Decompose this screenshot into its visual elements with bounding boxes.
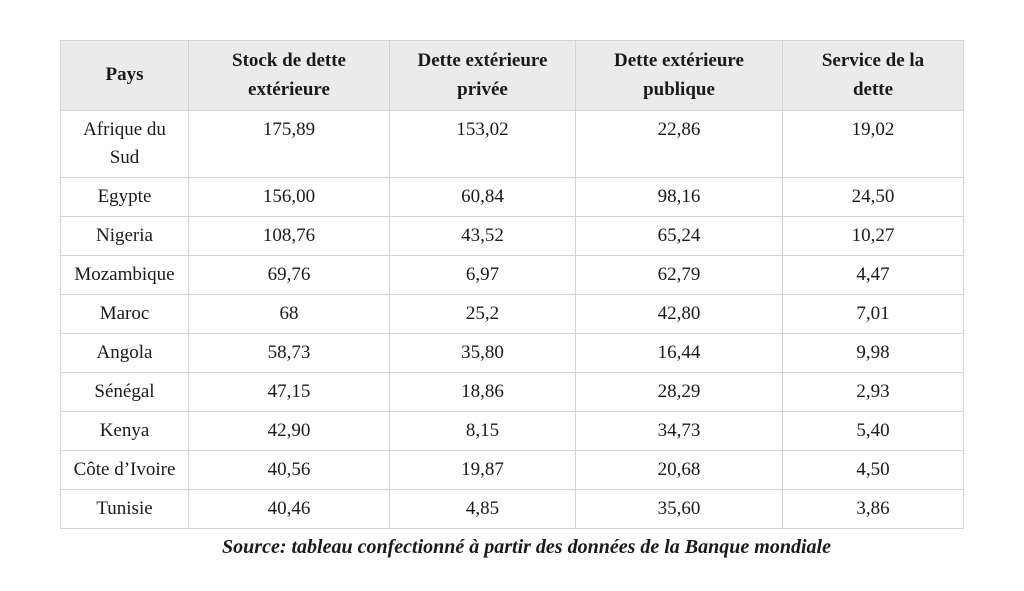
value-cell: 18,86 [389, 372, 576, 412]
value-cell: 24,50 [782, 177, 964, 217]
country-cell: Egypte [60, 177, 189, 217]
country-cell: Tunisie [60, 489, 189, 529]
value-cell: 25,2 [389, 294, 576, 334]
value-cell: 34,73 [575, 411, 783, 451]
table-header: Pays Stock de dette extérieure Dette ext… [60, 40, 964, 111]
column-header-stock-dette: Stock de dette extérieure [188, 40, 390, 111]
value-cell: 58,73 [188, 333, 390, 373]
value-cell: 42,90 [188, 411, 390, 451]
table-row: Nigeria 108,76 43,52 65,24 10,27 [60, 216, 964, 256]
header-row: Pays Stock de dette extérieure Dette ext… [60, 40, 964, 111]
value-cell: 9,98 [782, 333, 964, 373]
table-row: Egypte 156,00 60,84 98,16 24,50 [60, 177, 964, 217]
value-cell: 2,93 [782, 372, 964, 412]
country-cell: Angola [60, 333, 189, 373]
value-cell: 43,52 [389, 216, 576, 256]
value-cell: 68 [188, 294, 390, 334]
value-cell: 35,60 [575, 489, 783, 529]
column-header-dette-publique: Dette extérieure publique [575, 40, 783, 111]
value-cell: 20,68 [575, 450, 783, 490]
value-cell: 69,76 [188, 255, 390, 295]
country-cell: Maroc [60, 294, 189, 334]
document-page: Pays Stock de dette extérieure Dette ext… [60, 40, 964, 558]
value-cell: 22,86 [575, 110, 783, 178]
value-cell: 153,02 [389, 110, 576, 178]
table-body: Afrique du Sud 175,89 153,02 22,86 19,02 Egyp… [60, 110, 964, 529]
value-cell: 4,85 [389, 489, 576, 529]
value-cell: 47,15 [188, 372, 390, 412]
value-cell: 10,27 [782, 216, 964, 256]
value-cell: 35,80 [389, 333, 576, 373]
value-cell: 42,80 [575, 294, 783, 334]
country-cell: Nigeria [60, 216, 189, 256]
value-cell: 4,50 [782, 450, 964, 490]
value-cell: 28,29 [575, 372, 783, 412]
value-cell: 4,47 [782, 255, 964, 295]
value-cell: 156,00 [188, 177, 390, 217]
country-cell: Mozambique [60, 255, 189, 295]
value-cell: 5,40 [782, 411, 964, 451]
value-cell: 7,01 [782, 294, 964, 334]
value-cell: 62,79 [575, 255, 783, 295]
column-header-pays: Pays [60, 40, 189, 111]
table-row: Afrique du Sud 175,89 153,02 22,86 19,02 [60, 110, 964, 178]
value-cell: 65,24 [575, 216, 783, 256]
value-cell: 19,02 [782, 110, 964, 178]
country-cell: Sénégal [60, 372, 189, 412]
value-cell: 60,84 [389, 177, 576, 217]
country-cell: Côte d’Ivoire [60, 450, 189, 490]
table-row: Tunisie 40,46 4,85 35,60 3,86 [60, 489, 964, 529]
table-row: Sénégal 47,15 18,86 28,29 2,93 [60, 372, 964, 412]
value-cell: 98,16 [575, 177, 783, 217]
table-row: Angola 58,73 35,80 16,44 9,98 [60, 333, 964, 373]
column-header-service-dette: Service de la dette [782, 40, 964, 111]
table-row: Maroc 68 25,2 42,80 7,01 [60, 294, 964, 334]
value-cell: 40,46 [188, 489, 390, 529]
table-row: Côte d’Ivoire 40,56 19,87 20,68 4,50 [60, 450, 964, 490]
value-cell: 19,87 [389, 450, 576, 490]
source-caption: Source: tableau confectionné à partir de… [222, 536, 831, 558]
country-cell: Afrique du Sud [60, 110, 189, 178]
value-cell: 40,56 [188, 450, 390, 490]
value-cell: 6,97 [389, 255, 576, 295]
value-cell: 8,15 [389, 411, 576, 451]
value-cell: 108,76 [188, 216, 390, 256]
value-cell: 16,44 [575, 333, 783, 373]
country-cell: Kenya [60, 411, 189, 451]
value-cell: 3,86 [782, 489, 964, 529]
table-row: Mozambique 69,76 6,97 62,79 4,47 [60, 255, 964, 295]
value-cell: 175,89 [188, 110, 390, 178]
column-header-dette-privee: Dette extérieure privée [389, 40, 576, 111]
debt-table: Pays Stock de dette extérieure Dette ext… [60, 40, 964, 529]
table-row: Kenya 42,90 8,15 34,73 5,40 [60, 411, 964, 451]
